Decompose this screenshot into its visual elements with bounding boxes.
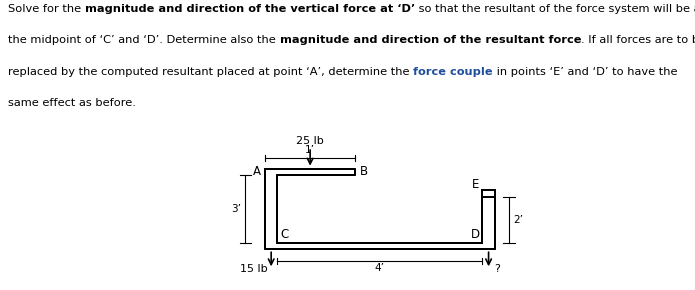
- Text: B: B: [360, 166, 368, 178]
- Text: 4’: 4’: [375, 263, 385, 273]
- Text: magnitude and direction of the vertical force at ‘D’: magnitude and direction of the vertical …: [85, 4, 416, 14]
- Text: 2’: 2’: [514, 215, 523, 225]
- Text: D: D: [471, 228, 480, 241]
- Text: 1’: 1’: [305, 146, 315, 155]
- Text: E: E: [472, 177, 480, 191]
- Text: in points ‘E’ and ‘D’ to have the: in points ‘E’ and ‘D’ to have the: [493, 67, 678, 77]
- Text: force couple: force couple: [414, 67, 493, 77]
- Text: the midpoint of ‘C’ and ‘D’. Determine also the: the midpoint of ‘C’ and ‘D’. Determine a…: [8, 35, 279, 45]
- Text: replaced by the computed resultant placed at point ‘A’, determine the: replaced by the computed resultant place…: [8, 67, 414, 77]
- Text: same effect as before.: same effect as before.: [8, 98, 136, 108]
- Text: A: A: [252, 166, 261, 178]
- Text: magnitude and direction of the resultant force: magnitude and direction of the resultant…: [279, 35, 581, 45]
- Text: 3’: 3’: [231, 204, 240, 214]
- Text: 15 lb: 15 lb: [240, 264, 268, 274]
- Text: 25 lb: 25 lb: [296, 136, 324, 146]
- Text: . If all forces are to be: . If all forces are to be: [581, 35, 695, 45]
- Text: so that the resultant of the force system will be at: so that the resultant of the force syste…: [416, 4, 695, 14]
- Text: ?: ?: [494, 264, 500, 274]
- Text: C: C: [280, 228, 288, 241]
- Text: Solve for the: Solve for the: [8, 4, 85, 14]
